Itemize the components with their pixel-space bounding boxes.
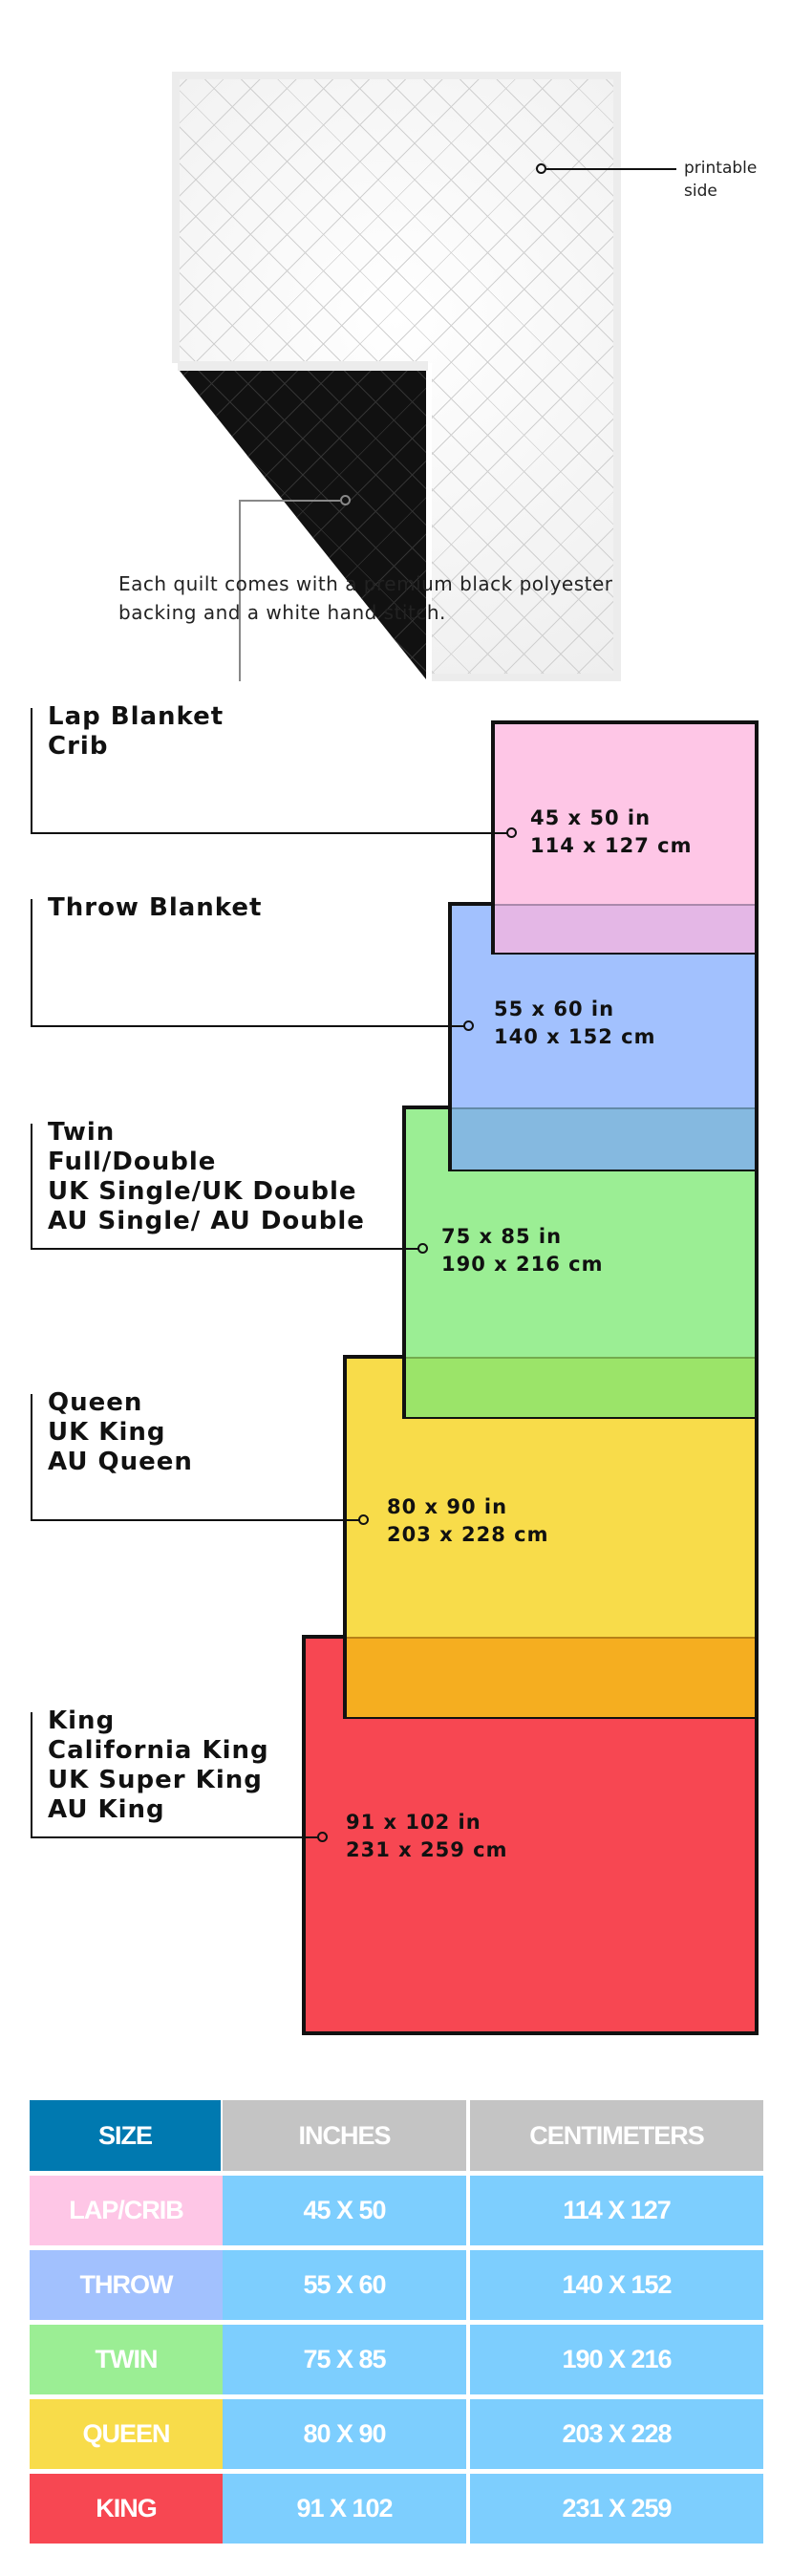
- table-header-centimeters: CENTIMETERS: [470, 2100, 763, 2171]
- table-cell-inches: 45 X 50: [223, 2176, 466, 2245]
- size-names: Twin Full/Double UK Single/UK Double AU Sin…: [48, 1118, 365, 1236]
- backing-leader-line: [239, 500, 340, 502]
- size-name: Queen: [48, 1388, 143, 1417]
- quilt-fold-edge: [178, 361, 428, 371]
- size-overlap-region: [347, 1637, 755, 1717]
- size-dimension-cm: 203 x 228 cm: [387, 1523, 549, 1546]
- table-cell-cm: 203 X 228: [470, 2399, 763, 2469]
- size-name: Crib: [48, 732, 109, 761]
- table-cell-size: LAP/CRIB: [30, 2176, 223, 2245]
- size-name: AU King: [48, 1795, 165, 1824]
- table-cell-inches: 75 X 85: [223, 2325, 466, 2394]
- size-names: Throw Blanket: [48, 893, 262, 923]
- size-dimension-inches: 91 x 102 in: [346, 1811, 481, 1834]
- table-header-size: SIZE: [30, 2100, 221, 2171]
- size-marker-icon: [358, 1514, 369, 1525]
- table-cell-inches: 80 X 90: [223, 2399, 466, 2469]
- size-dimensions: 91 x 102 in 231 x 259 cm: [346, 1809, 507, 1864]
- size-leader-line-vertical: [31, 1124, 32, 1248]
- size-name: King: [48, 1707, 116, 1735]
- size-names: King California King UK Super King AU King: [48, 1707, 269, 1825]
- size-dimension-inches: 45 x 50 in: [530, 806, 652, 829]
- size-dimension-inches: 80 x 90 in: [387, 1495, 508, 1518]
- printable-label-line: side: [684, 182, 717, 201]
- size-overlap-region: [406, 1357, 755, 1417]
- caption-line: Each quilt comes with a premium black po…: [118, 572, 613, 595]
- size-dimension-inches: 75 x 85 in: [441, 1225, 563, 1248]
- backing-marker-icon: [340, 495, 351, 505]
- size-leader-line: [31, 832, 508, 834]
- size-marker-icon: [417, 1243, 428, 1254]
- size-marker-icon: [463, 1020, 474, 1031]
- printable-side-label: printable side: [684, 157, 757, 203]
- printable-side-leader-line: [546, 168, 676, 170]
- size-dimensions: 45 x 50 in 114 x 127 cm: [530, 805, 692, 860]
- size-dimension-inches: 55 x 60 in: [494, 998, 615, 1020]
- table-cell-cm: 140 X 152: [470, 2250, 763, 2320]
- size-dimensions: 55 x 60 in 140 x 152 cm: [494, 996, 655, 1051]
- size-overlap-region: [495, 904, 755, 953]
- size-name: AU Single/ AU Double: [48, 1207, 365, 1235]
- table-cell-inches: 55 X 60: [223, 2250, 466, 2320]
- size-name: Lap Blanket: [48, 702, 224, 731]
- size-dimension-cm: 231 x 259 cm: [346, 1838, 508, 1861]
- table-cell-size: QUEEN: [30, 2399, 223, 2469]
- table-cell-cm: 231 X 259: [470, 2474, 763, 2544]
- table-cell-size: KING: [30, 2474, 223, 2544]
- size-marker-icon: [317, 1832, 328, 1842]
- size-leader-line-vertical: [31, 1712, 32, 1836]
- caption-line: backing and a white hand stitch.: [118, 601, 446, 624]
- size-name: Full/Double: [48, 1148, 217, 1176]
- size-leader-line-vertical: [31, 1394, 32, 1519]
- size-name: Throw Blanket: [48, 893, 263, 922]
- size-leader-line: [31, 1248, 419, 1250]
- table-cell-size: TWIN: [30, 2325, 223, 2394]
- printable-label-line: printable: [684, 159, 758, 178]
- size-leader-line-vertical: [31, 708, 32, 832]
- table-cell-size: THROW: [30, 2250, 223, 2320]
- size-leader-line: [31, 1025, 465, 1027]
- size-name: California King: [48, 1736, 269, 1765]
- size-dimensions: 75 x 85 in 190 x 216 cm: [441, 1223, 603, 1278]
- backing-leader-line-vertical: [239, 500, 241, 681]
- size-name: UK King: [48, 1418, 166, 1447]
- size-leader-line: [31, 1836, 319, 1838]
- printable-side-marker-icon: [536, 163, 546, 174]
- size-leader-line: [31, 1519, 360, 1521]
- size-dimension-cm: 114 x 127 cm: [530, 834, 693, 857]
- size-dimension-cm: 140 x 152 cm: [494, 1025, 656, 1048]
- table-header-inches: INCHES: [223, 2100, 466, 2171]
- table-cell-cm: 114 X 127: [470, 2176, 763, 2245]
- size-dimensions: 80 x 90 in 203 x 228 cm: [387, 1493, 548, 1549]
- size-leader-line-vertical: [31, 899, 32, 1025]
- size-marker-icon: [506, 827, 517, 838]
- quilt-caption: Each quilt comes with a premium black po…: [118, 569, 613, 627]
- size-names: Queen UK King AU Queen: [48, 1388, 193, 1477]
- table-cell-cm: 190 X 216: [470, 2325, 763, 2394]
- size-name: UK Super King: [48, 1766, 263, 1794]
- table-cell-inches: 91 X 102: [223, 2474, 466, 2544]
- size-dimension-cm: 190 x 216 cm: [441, 1253, 604, 1276]
- size-name: AU Queen: [48, 1448, 193, 1476]
- size-overlap-region: [452, 1107, 755, 1170]
- size-name: UK Single/UK Double: [48, 1177, 357, 1206]
- size-names: Lap Blanket Crib: [48, 702, 224, 762]
- size-name: Twin: [48, 1118, 116, 1147]
